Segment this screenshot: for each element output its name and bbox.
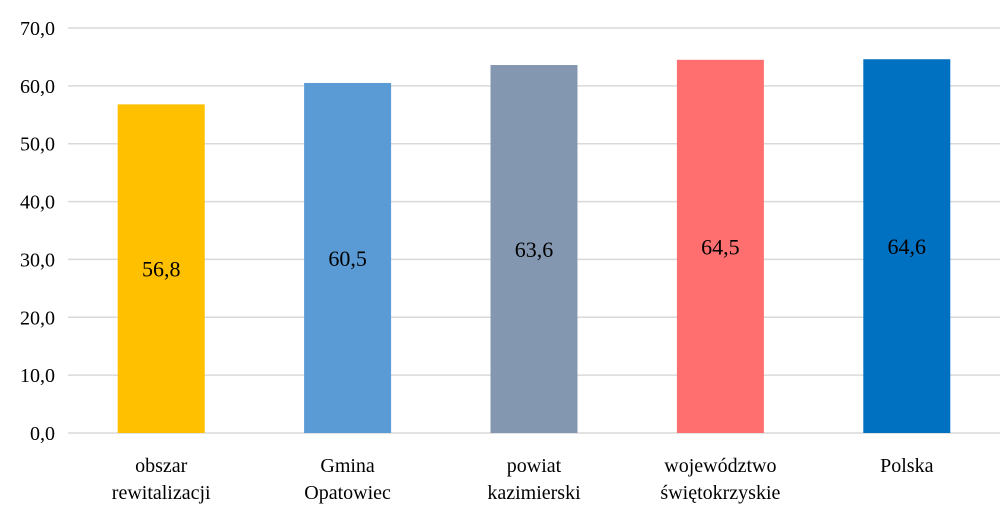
y-axis-ticks: 0,0 10,0 20,0 30,0 40,0 50,0 60,0 70,0 [20,18,55,445]
x-category-label: Gmina Opatowiec [304,455,391,504]
bar [490,65,578,434]
bar [676,59,764,433]
y-tick-label: 60,0 [20,76,55,98]
bar-value-label: 64,5 [701,234,740,259]
x-category-label: Polska [880,455,933,477]
x-category-label: obszar rewitalizacji [112,455,211,504]
x-category-label: powiat kazimierski [487,455,581,504]
y-tick-label: 30,0 [20,249,55,271]
bar [117,104,205,433]
bar [863,59,951,433]
y-tick-label: 40,0 [20,192,55,214]
bar-value-label: 63,6 [515,237,554,262]
bar [304,82,392,433]
bar-value-label: 64,6 [888,234,927,259]
x-axis-labels: obszar rewitalizacji Gmina Opatowiec powiat k… [112,455,934,504]
y-tick-label: 20,0 [20,307,55,329]
x-category-label: województwo świętokrzyskie [660,455,780,504]
y-tick-label: 50,0 [20,134,55,156]
y-tick-label: 0,0 [30,423,55,445]
bar-value-label: 60,5 [328,246,367,271]
bar-value-label: 56,8 [142,257,181,282]
bars: 56,8 60,5 63,6 64,5 64,6 [117,59,951,434]
y-tick-label: 10,0 [20,365,55,387]
y-tick-label: 70,0 [20,18,55,40]
